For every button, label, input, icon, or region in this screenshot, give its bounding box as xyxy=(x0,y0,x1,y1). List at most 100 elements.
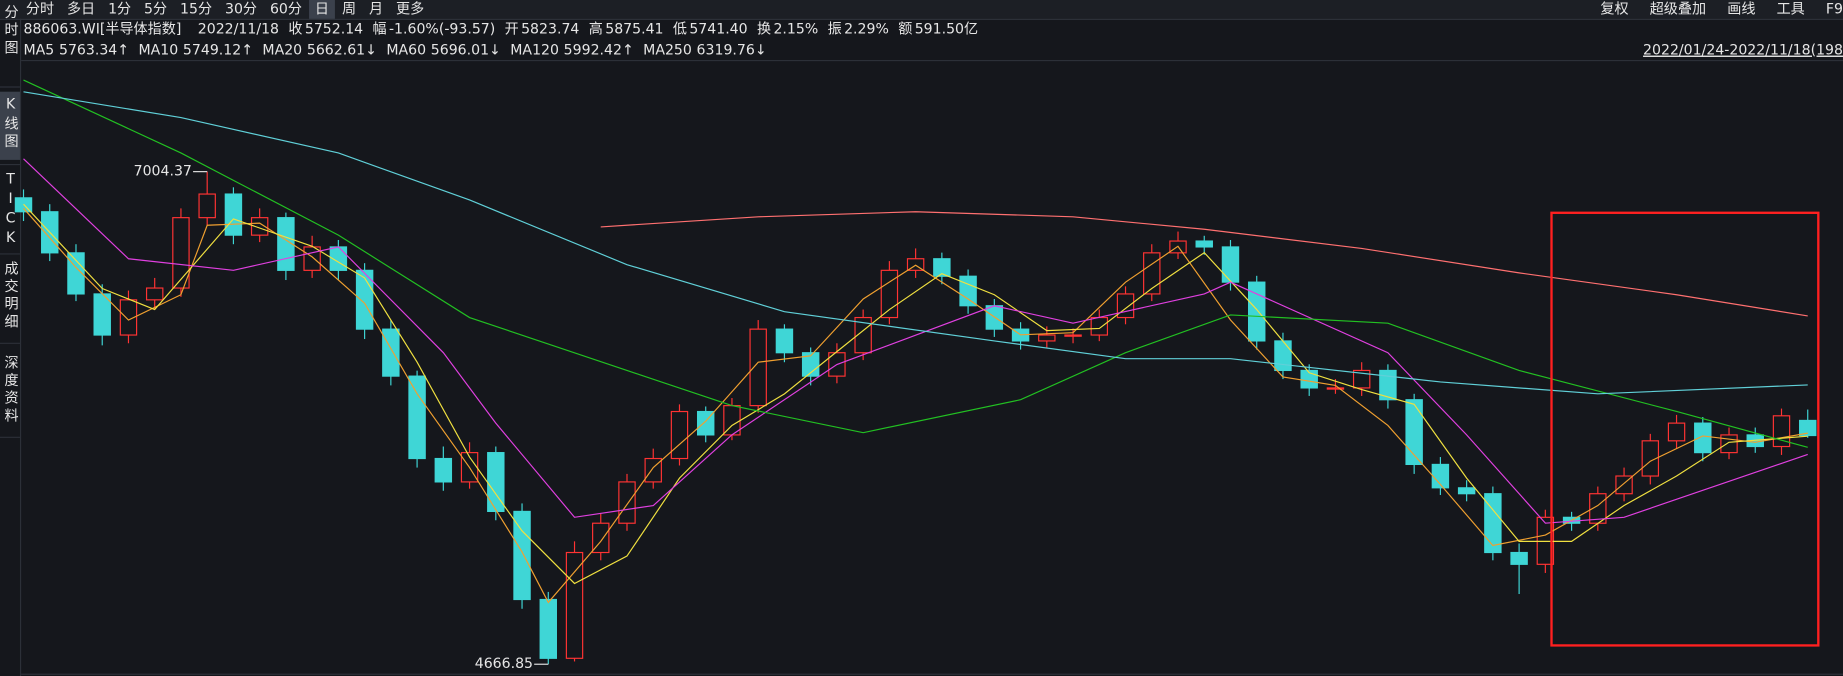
candle-body xyxy=(224,193,243,236)
legend-value: 6319.76 xyxy=(697,43,755,59)
legend-name: MA20 xyxy=(262,43,302,59)
candle-body xyxy=(250,217,269,236)
moving-average xyxy=(23,79,1808,448)
legend-arrow: ↓ xyxy=(489,43,501,59)
candle-body xyxy=(1352,369,1371,389)
legend-arrow: ↓ xyxy=(755,43,767,59)
quote-value: 5752.14 xyxy=(305,21,363,37)
legend-arrow: ↓ xyxy=(365,43,377,59)
quote-value: 2.15% xyxy=(773,21,818,37)
candle-body xyxy=(1694,422,1712,454)
candle-body xyxy=(670,410,689,460)
toolbar-tab[interactable]: 5分 xyxy=(144,1,167,17)
candle-body xyxy=(1799,419,1817,437)
candle-body xyxy=(408,375,426,460)
candle-body xyxy=(1090,316,1109,336)
quote-label: 低 xyxy=(673,21,687,37)
candle-body xyxy=(749,328,767,407)
candle-body xyxy=(854,316,872,354)
candle-body xyxy=(1038,334,1056,342)
toolbar-tab[interactable]: 分时 xyxy=(26,1,54,17)
quote-label: 换 xyxy=(757,20,771,37)
moving-average xyxy=(600,211,1808,317)
toolbar-tab[interactable]: 日 xyxy=(315,1,329,17)
candle-body xyxy=(618,481,636,524)
legend-value: 5749.12 xyxy=(183,43,241,59)
quote-label: 额 xyxy=(898,21,912,37)
quote-label: 幅 xyxy=(373,21,387,37)
candle-body xyxy=(1720,434,1738,454)
legend-arrow: ↑ xyxy=(117,43,129,59)
toolbar-button[interactable]: 工具 xyxy=(1777,1,1805,17)
moving-average xyxy=(23,91,1808,395)
quote-value: 5823.74 xyxy=(521,21,579,37)
toolbar-tab[interactable]: 60分 xyxy=(270,1,302,17)
moving-average xyxy=(23,158,1808,524)
toolbar-tab[interactable]: 1分 xyxy=(108,1,131,17)
toolbar-tab[interactable]: 月 xyxy=(369,1,383,17)
candle-body xyxy=(382,328,400,377)
toolbar-button[interactable]: F9 xyxy=(1826,1,1843,17)
quote-label: 振 xyxy=(828,21,842,37)
candle-body xyxy=(1064,334,1082,337)
quote-code: 886063.WI[半导体指数] xyxy=(24,21,182,37)
toolbar-bg xyxy=(0,0,1843,19)
candle-body xyxy=(1667,422,1686,442)
candle-body xyxy=(145,287,164,301)
quote-label: 开 xyxy=(505,21,519,37)
sidebar-tab[interactable]: 成交明细 xyxy=(3,261,19,332)
legend-name: MA120 xyxy=(510,43,559,59)
candle-body xyxy=(539,598,558,659)
candle-body xyxy=(434,457,453,483)
legend-name: MA60 xyxy=(386,43,426,59)
toolbar-tab[interactable]: 多日 xyxy=(67,0,95,17)
candle-body xyxy=(775,328,794,354)
sidebar-tab[interactable]: 分时图 xyxy=(3,5,19,58)
candle-body xyxy=(565,551,584,659)
candle-body xyxy=(1143,252,1161,295)
candle-body xyxy=(1641,440,1660,477)
candle-body xyxy=(959,275,977,307)
legend-value: 5763.34 xyxy=(59,43,117,59)
candle-body xyxy=(1326,387,1345,390)
candle-body xyxy=(1484,493,1502,554)
candle-body xyxy=(1221,246,1240,283)
moving-average xyxy=(23,203,1808,585)
legend-arrow: ↑ xyxy=(241,43,253,59)
candle-body xyxy=(801,352,820,377)
candle-body xyxy=(592,522,610,554)
quote-value: 2.29% xyxy=(844,21,889,37)
candle-body xyxy=(198,193,216,219)
sidebar-tab[interactable]: 深度资料 xyxy=(3,355,19,426)
candle-body xyxy=(1457,487,1476,495)
toolbar-tab[interactable]: 更多 xyxy=(396,0,424,17)
candle-body xyxy=(1116,293,1135,319)
legend-value: 5696.01 xyxy=(431,43,489,59)
highlight-box xyxy=(1550,211,1820,647)
toolbar-tab[interactable]: 周 xyxy=(342,1,356,17)
toolbar-tab[interactable]: 15分 xyxy=(180,1,212,17)
quote-value: 5741.40 xyxy=(689,21,747,37)
sidebar-tab[interactable]: TICK xyxy=(3,172,19,250)
candle-body xyxy=(172,217,190,289)
sidebar-active-bg xyxy=(0,91,20,160)
legend-value: 5992.42 xyxy=(564,43,622,59)
toolbar-tab[interactable]: 30分 xyxy=(225,1,257,17)
candle-body xyxy=(303,246,321,271)
toolbar-button[interactable]: 画线 xyxy=(1727,1,1755,17)
toolbar-button[interactable]: 复权 xyxy=(1600,0,1628,17)
toolbar-button[interactable]: 超级叠加 xyxy=(1650,1,1706,17)
candle-body xyxy=(1300,369,1318,389)
sidebar-tab[interactable]: K线图 xyxy=(3,96,19,151)
candle-body xyxy=(1379,369,1397,401)
quote-label: 收 xyxy=(288,21,302,37)
quote-value: 591.50亿 xyxy=(915,21,978,37)
legend-name: MA5 xyxy=(24,43,55,59)
quote-date: 2022/11/18 xyxy=(198,21,279,37)
quote-value: -1.60%(-93.57) xyxy=(389,21,495,37)
active-tab-bg xyxy=(309,0,335,19)
candle-body xyxy=(933,258,951,277)
